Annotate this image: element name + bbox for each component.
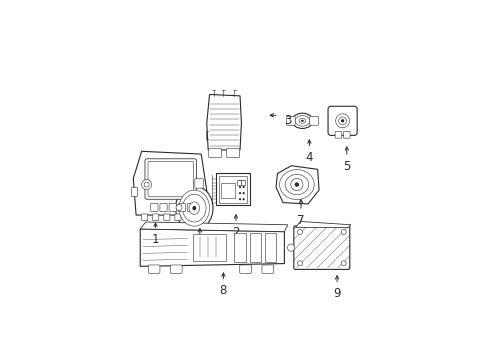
FancyBboxPatch shape (142, 214, 147, 221)
Text: 5: 5 (343, 159, 350, 173)
Ellipse shape (299, 118, 306, 123)
Ellipse shape (175, 186, 213, 230)
Circle shape (239, 186, 241, 188)
Polygon shape (207, 94, 242, 150)
Circle shape (339, 117, 346, 125)
FancyBboxPatch shape (343, 131, 350, 138)
Circle shape (142, 180, 151, 190)
FancyBboxPatch shape (286, 116, 295, 125)
Circle shape (239, 198, 241, 201)
Polygon shape (133, 151, 207, 215)
Polygon shape (140, 222, 288, 232)
Circle shape (239, 192, 241, 194)
FancyBboxPatch shape (164, 214, 170, 221)
FancyBboxPatch shape (131, 187, 137, 195)
Circle shape (341, 261, 346, 266)
FancyBboxPatch shape (237, 180, 241, 185)
Circle shape (243, 180, 245, 182)
FancyBboxPatch shape (242, 180, 245, 185)
Text: 7: 7 (297, 214, 305, 227)
Text: 8: 8 (220, 284, 227, 297)
Circle shape (336, 114, 349, 128)
Ellipse shape (193, 206, 196, 210)
Circle shape (239, 180, 241, 182)
Text: 9: 9 (333, 287, 341, 300)
Ellipse shape (292, 113, 313, 129)
FancyBboxPatch shape (187, 203, 195, 211)
Text: 4: 4 (306, 151, 313, 164)
FancyBboxPatch shape (294, 226, 350, 269)
FancyBboxPatch shape (328, 106, 357, 135)
FancyBboxPatch shape (235, 233, 245, 262)
Text: 6: 6 (196, 242, 203, 255)
FancyBboxPatch shape (240, 265, 251, 273)
FancyBboxPatch shape (250, 233, 261, 262)
Ellipse shape (179, 190, 210, 226)
FancyBboxPatch shape (219, 176, 247, 203)
FancyBboxPatch shape (195, 195, 203, 205)
Ellipse shape (189, 202, 199, 214)
FancyBboxPatch shape (221, 183, 235, 198)
FancyBboxPatch shape (227, 148, 240, 158)
FancyBboxPatch shape (265, 233, 276, 262)
FancyBboxPatch shape (178, 203, 185, 211)
FancyBboxPatch shape (217, 174, 250, 205)
Ellipse shape (301, 120, 304, 122)
Polygon shape (276, 166, 319, 204)
FancyBboxPatch shape (153, 214, 159, 221)
Text: 2: 2 (232, 226, 240, 239)
Ellipse shape (285, 175, 309, 195)
Polygon shape (295, 221, 351, 228)
Circle shape (341, 229, 346, 234)
FancyBboxPatch shape (186, 214, 192, 221)
Text: 3: 3 (284, 114, 291, 127)
Ellipse shape (279, 170, 314, 199)
Polygon shape (140, 229, 284, 266)
FancyBboxPatch shape (148, 265, 160, 273)
Ellipse shape (295, 116, 310, 126)
Circle shape (297, 229, 302, 234)
Circle shape (176, 204, 182, 211)
Circle shape (243, 186, 245, 188)
FancyBboxPatch shape (335, 131, 342, 138)
FancyBboxPatch shape (193, 234, 226, 261)
FancyBboxPatch shape (175, 214, 181, 221)
Ellipse shape (182, 194, 206, 222)
FancyBboxPatch shape (169, 203, 176, 211)
FancyBboxPatch shape (151, 203, 158, 211)
FancyBboxPatch shape (209, 148, 221, 158)
Circle shape (341, 119, 344, 122)
FancyBboxPatch shape (145, 159, 196, 199)
FancyBboxPatch shape (262, 265, 273, 273)
Circle shape (243, 198, 245, 201)
Text: 1: 1 (152, 233, 159, 246)
Circle shape (288, 244, 294, 251)
Circle shape (294, 183, 299, 187)
Circle shape (243, 192, 245, 194)
FancyBboxPatch shape (148, 161, 194, 197)
Circle shape (297, 261, 302, 266)
FancyBboxPatch shape (171, 265, 182, 273)
FancyBboxPatch shape (195, 179, 203, 188)
FancyBboxPatch shape (310, 116, 318, 125)
FancyBboxPatch shape (160, 203, 167, 211)
Circle shape (291, 179, 303, 191)
Circle shape (144, 182, 149, 187)
